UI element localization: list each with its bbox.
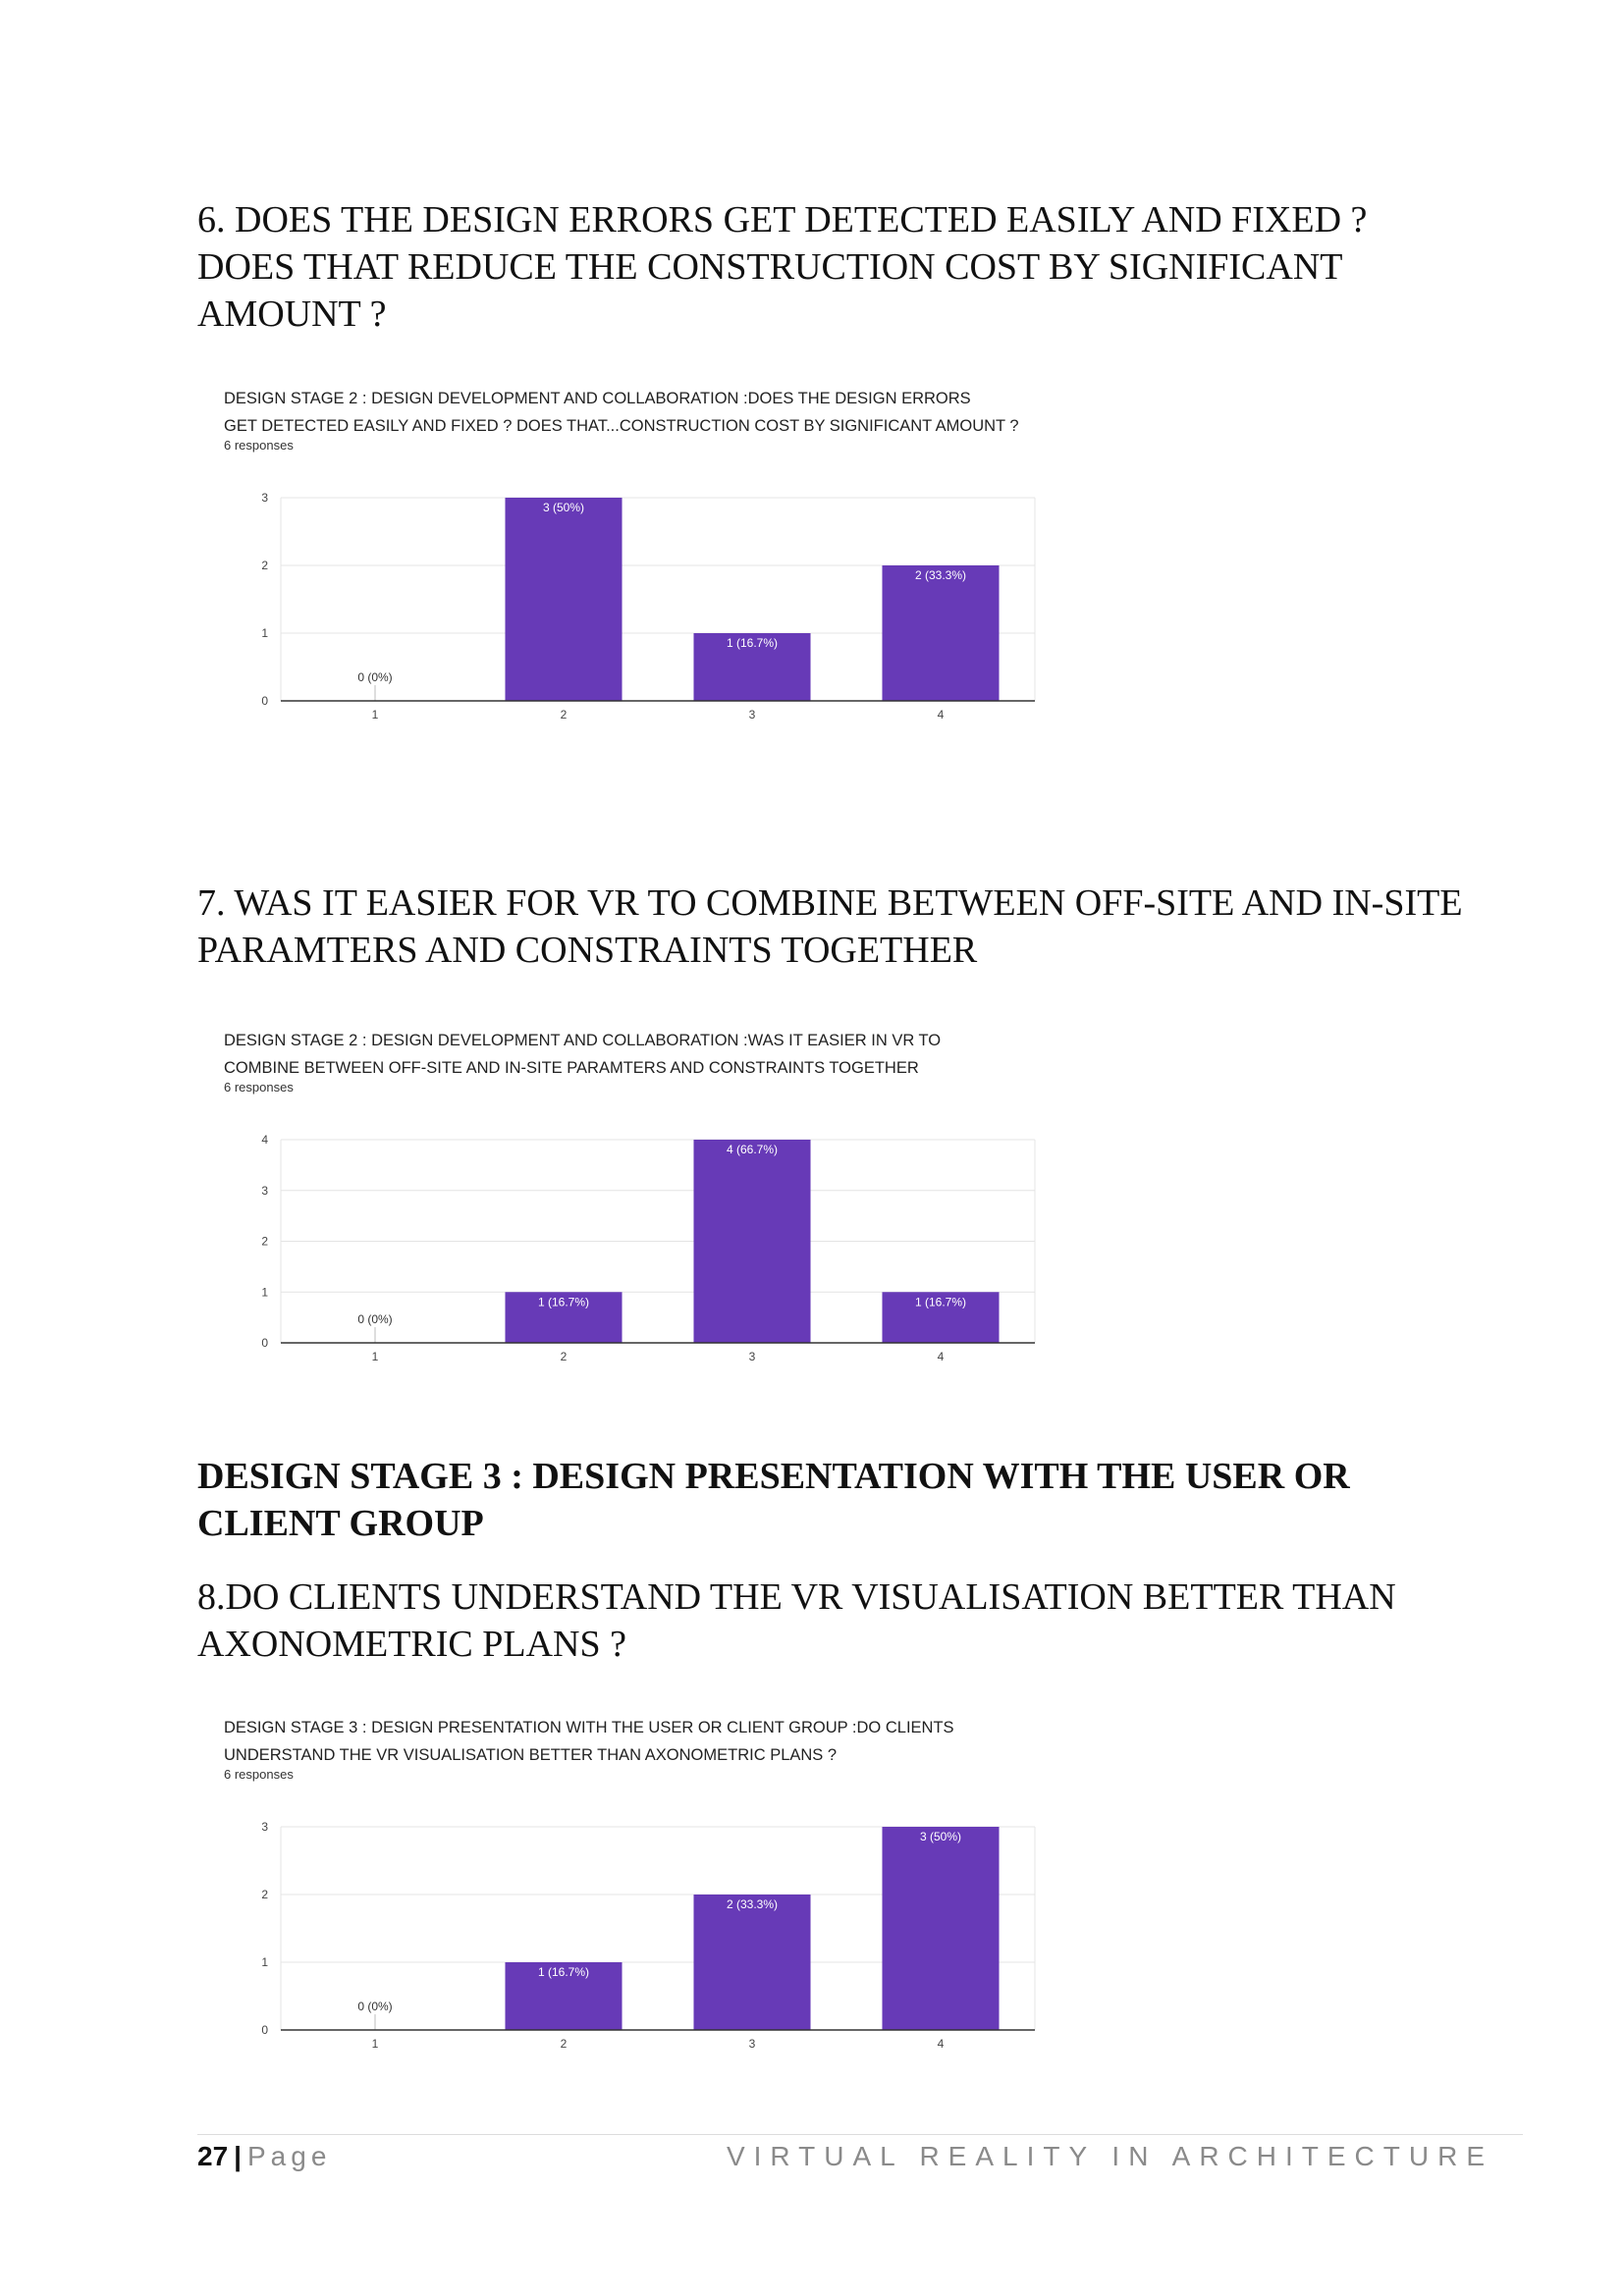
x-tick-label: 1 [372,1350,379,1363]
chart-responses-count: 6 responses [224,438,294,453]
data-label: 1 (16.7%) [727,636,778,650]
y-tick-label: 3 [261,1820,268,1834]
bar [882,1827,1000,2030]
y-tick-label: 3 [261,1184,268,1198]
question-6-heading: 6. DOES THE DESIGN ERRORS GET DETECTED E… [197,199,1368,335]
y-tick-label: 2 [261,1235,268,1249]
data-label: 1 (16.7%) [538,1295,589,1308]
x-tick-label: 3 [749,2037,756,2051]
bar [693,1140,811,1343]
y-tick-label: 1 [261,1955,268,1969]
question-7-heading: 7. WAS IT EASIER FOR VR TO COMBINE BETWE… [197,882,1463,971]
bar [882,565,1000,701]
data-label: 4 (66.7%) [727,1143,778,1156]
page-footer: 27 | Page VIRTUAL REALITY IN ARCHITECTURE [197,2134,1523,2171]
data-label: 2 (33.3%) [915,568,966,582]
x-tick-label: 2 [561,2037,568,2051]
y-tick-label: 2 [261,1888,268,1901]
y-tick-label: 4 [261,1133,268,1147]
bar-chart-plot: 0 1 2 3 0 (0%) 1 1 (16.7%) 2 2 (33.3%) 3 3 (50%) 4 [261,1820,1036,2051]
chart-title: DESIGN STAGE 3 : DESIGN PRESENTATION WIT… [224,1719,954,1764]
x-tick-label: 2 [561,1350,568,1363]
data-label: 0 (0%) [357,2000,392,2013]
data-label: 2 (33.3%) [727,1897,778,1911]
x-tick-label: 4 [938,1350,945,1363]
question-7-chart: DESIGN STAGE 2 : DESIGN DEVELOPMENT AND … [224,1027,1068,1380]
bar-chart-plot: 0 1 2 3 4 0 (0%) 1 1 (16.7%) 2 4 (66.7%) 3 1 (16.7%… [261,1133,1036,1363]
document-title: VIRTUAL REALITY IN ARCHITECTURE [726,2141,1493,2171]
question-8-chart: DESIGN STAGE 3 : DESIGN PRESENTATION WIT… [224,1714,1068,2067]
chart-responses-count: 6 responses [224,1080,294,1095]
y-tick-label: 0 [261,2023,268,2037]
question-6-chart: DESIGN STAGE 2 : DESIGN DEVELOPMENT AND … [224,385,1068,738]
question-8-heading: 8.DO CLIENTS UNDERSTAND THE VR VISUALISA… [197,1576,1396,1665]
y-tick-label: 2 [261,559,268,572]
chart-title: DESIGN STAGE 2 : DESIGN DEVELOPMENT AND … [224,390,1019,435]
y-tick-label: 0 [261,1336,268,1350]
bar [505,1962,623,2030]
x-tick-label: 3 [749,708,756,721]
bar-chart-plot: 0 1 2 3 0 (0%) 1 3 (50%) 2 1 (16.7%) 3 2 (33.3%) 4 [261,491,1036,721]
data-label: 1 (16.7%) [915,1295,966,1308]
bar [505,498,623,701]
y-tick-label: 1 [261,626,268,640]
x-tick-label: 1 [372,2037,379,2051]
data-label: 3 (50%) [543,501,584,514]
x-tick-label: 4 [938,708,945,721]
y-tick-label: 1 [261,1285,268,1299]
y-tick-label: 0 [261,694,268,708]
page-number: 27 [197,2141,229,2171]
chart-responses-count: 6 responses [224,1767,294,1782]
x-tick-label: 3 [749,1350,756,1363]
y-tick-label: 3 [261,491,268,505]
data-label: 0 (0%) [357,1312,392,1326]
page-number-label: 27 | Page [197,2137,331,2176]
chart-title: DESIGN STAGE 2 : DESIGN DEVELOPMENT AND … [224,1032,942,1077]
footer-separator: | [234,2141,242,2171]
data-label: 3 (50%) [920,1830,961,1843]
data-label: 0 (0%) [357,670,392,684]
bar [693,633,811,701]
page-label: Page [247,2141,332,2171]
bar [505,1292,623,1343]
data-label: 1 (16.7%) [538,1965,589,1979]
x-tick-label: 4 [938,2037,945,2051]
bar [693,1895,811,2030]
x-tick-label: 1 [372,708,379,721]
bar [882,1292,1000,1343]
design-stage-3-heading: DESIGN STAGE 3 : DESIGN PRESENTATION WIT… [197,1456,1350,1544]
x-tick-label: 2 [561,708,568,721]
